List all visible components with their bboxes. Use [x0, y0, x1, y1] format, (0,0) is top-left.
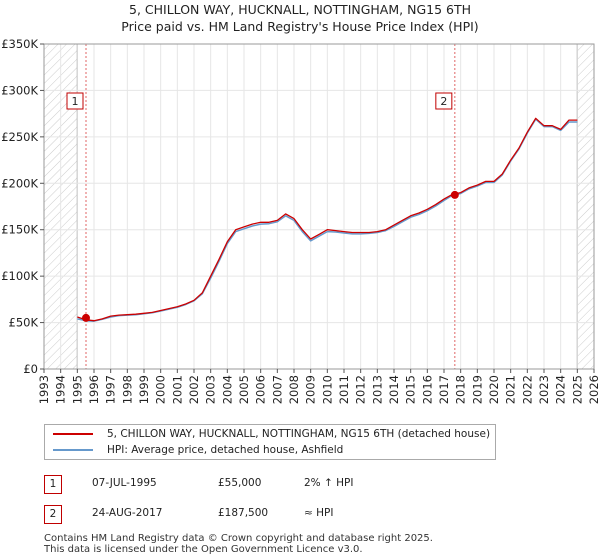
marker-box: [66, 92, 84, 110]
x-tick-label: 2021: [504, 375, 518, 404]
legend: 5, CHILLON WAY, HUCKNALL, NOTTINGHAM, NG…: [44, 424, 496, 460]
x-tick-label: 2016: [420, 375, 434, 404]
footer-line-copyright: Contains HM Land Registry data © Crown c…: [44, 533, 433, 544]
x-tick-label: 2022: [520, 375, 534, 404]
x-tick-label: 2000: [154, 375, 168, 404]
y-tick-label: £350K: [1, 37, 38, 51]
x-tick-label: 2003: [204, 375, 218, 404]
legend-item-hpi: HPI: Average price, detached house, Ashf…: [53, 442, 343, 458]
y-tick-label: £150K: [1, 223, 38, 237]
marker-box: [435, 92, 453, 110]
y-tick-label: £200K: [1, 176, 38, 190]
x-tick-label: 2002: [187, 375, 201, 404]
marker-label: 1: [72, 95, 79, 108]
sale-hpi-comparison: 2% ↑ HPI: [304, 477, 354, 489]
sale-1-point: [82, 313, 90, 322]
hatched-region: [577, 44, 594, 369]
x-tick-label: 2025: [570, 375, 584, 404]
x-tick-label: 2018: [454, 375, 468, 404]
sale-price: £55,000: [218, 477, 262, 489]
y-tick-label: £100K: [1, 269, 38, 283]
legend-item-property: 5, CHILLON WAY, HUCKNALL, NOTTINGHAM, NG…: [53, 426, 490, 442]
x-tick-label: 1999: [137, 375, 151, 404]
x-tick-label: 2015: [404, 375, 418, 404]
x-tick-label: 2024: [554, 375, 568, 404]
y-tick-label: £250K: [1, 130, 38, 144]
sale-2-marker: 2: [435, 92, 453, 110]
x-tick-label: 2017: [437, 375, 451, 404]
x-tick-label: 2023: [537, 375, 551, 404]
x-tick-label: 2004: [220, 375, 234, 404]
sale-hpi-comparison: ≈ HPI: [304, 507, 334, 519]
sale-date: 24-AUG-2017: [92, 507, 163, 519]
legend-swatch-hpi: [53, 449, 93, 451]
legend-label-property: 5, CHILLON WAY, HUCKNALL, NOTTINGHAM, NG…: [107, 428, 491, 440]
x-tick-label: 1998: [120, 375, 134, 404]
sale-number-badge: 2: [44, 505, 62, 524]
x-tick-label: 2012: [354, 375, 368, 404]
x-tick-label: 1997: [104, 375, 118, 404]
y-tick-label: £300K: [1, 83, 38, 97]
x-tick-label: 1995: [70, 375, 84, 404]
sale-2-point: [450, 190, 459, 199]
x-tick-label: 2020: [487, 375, 501, 404]
x-tick-label: 2011: [337, 375, 351, 404]
x-tick-label: 2001: [170, 375, 184, 404]
y-tick-label: £50K: [9, 316, 39, 330]
footer-attribution: Contains HM Land Registry data © Crown c…: [44, 533, 433, 555]
x-tick-label: 2009: [304, 375, 318, 404]
sale-price: £187,500: [218, 507, 269, 519]
x-tick-label: 2026: [587, 375, 600, 404]
sale-date: 07-JUL-1995: [92, 477, 157, 489]
chart-title: 5, CHILLON WAY, HUCKNALL, NOTTINGHAM, NG…: [129, 2, 471, 17]
x-tick-label: 2008: [287, 375, 301, 404]
marker-label: 2: [440, 95, 447, 108]
legend-label-hpi: HPI: Average price, detached house, Ashf…: [107, 444, 344, 456]
x-tick-label: 1996: [87, 375, 101, 404]
sale-number-badge: 1: [44, 475, 62, 494]
x-tick-label: 2006: [254, 375, 268, 404]
x-tick-label: 2007: [270, 375, 284, 404]
x-tick-label: 2005: [237, 375, 251, 404]
property-price-line: [77, 117, 578, 322]
chart-subtitle: Price paid vs. HM Land Registry's House …: [121, 19, 478, 34]
y-tick-label: £0: [23, 362, 38, 376]
x-tick-label: 1993: [37, 375, 51, 404]
x-tick-label: 2010: [320, 375, 334, 404]
legend-swatch-property: [53, 433, 93, 435]
sale-1-marker: 1: [66, 92, 84, 110]
footer-line-licence: This data is licensed under the Open Gov…: [44, 544, 363, 555]
x-tick-label: 2013: [370, 375, 384, 404]
x-tick-label: 1994: [54, 375, 68, 404]
x-tick-label: 2019: [470, 375, 484, 404]
plot-area: [43, 43, 595, 370]
x-tick-label: 2014: [387, 375, 401, 404]
price-chart: 5, CHILLON WAY, HUCKNALL, NOTTINGHAM, NG…: [1, 2, 600, 404]
